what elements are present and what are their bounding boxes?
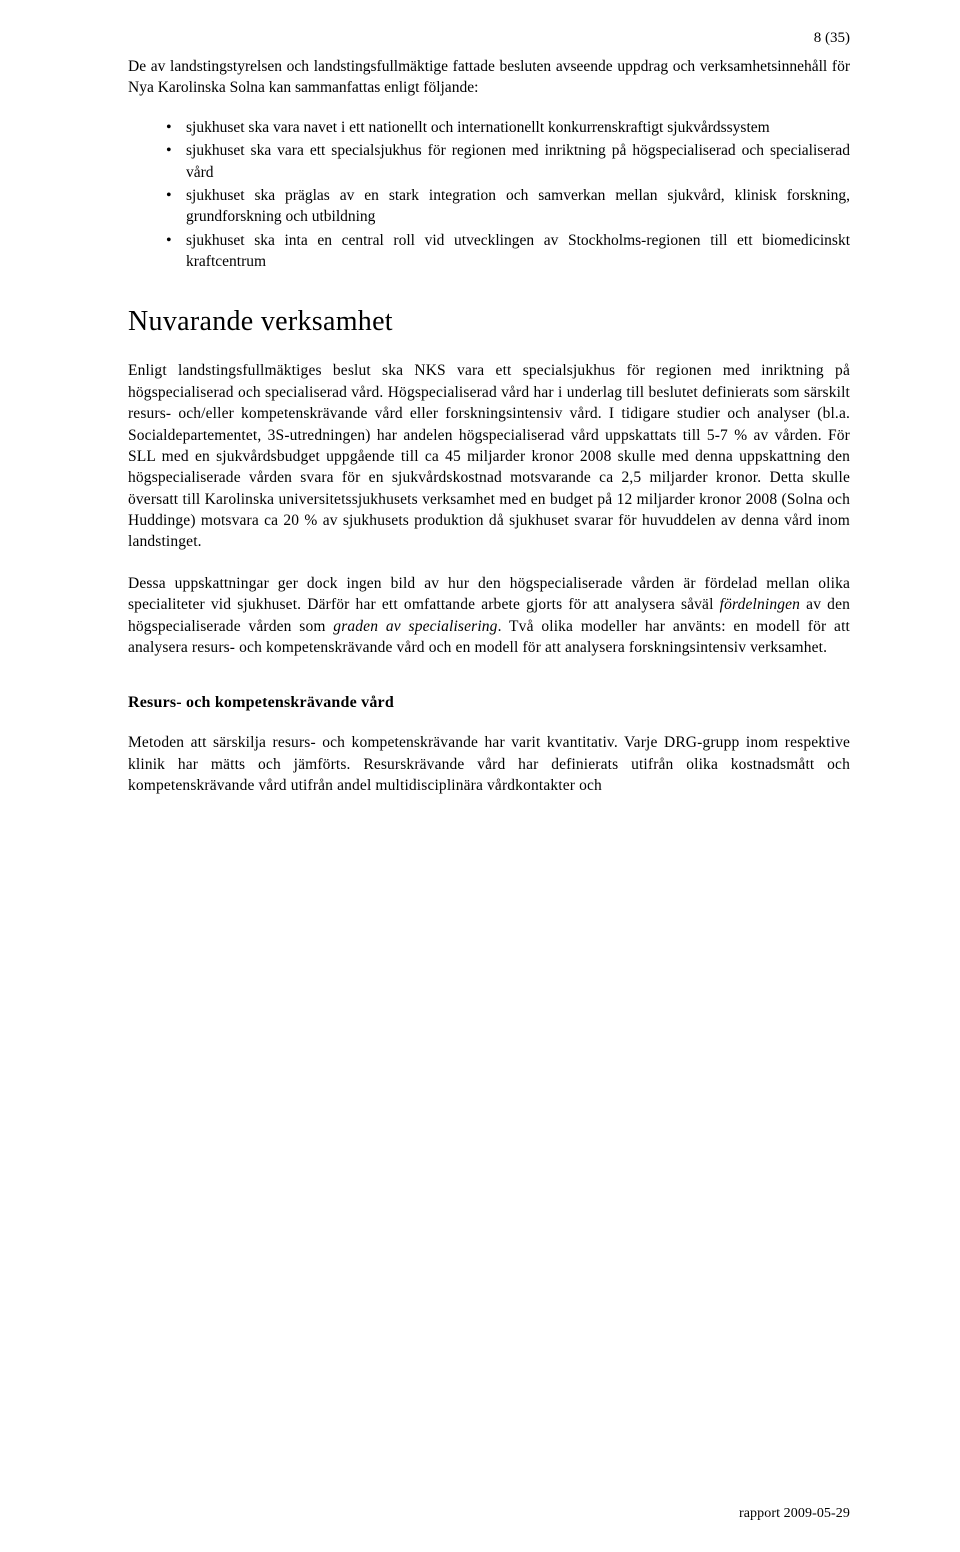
footer-text: rapport 2009-05-29 xyxy=(739,1506,850,1522)
body-paragraph-1: Enligt landstingsfullmäktiges beslut ska… xyxy=(128,360,850,552)
body-paragraph-3: Metoden att särskilja resurs- och kompet… xyxy=(128,732,850,796)
page-number: 8 (35) xyxy=(814,30,850,47)
intro-paragraph: De av landstingstyrelsen och landstingsf… xyxy=(128,56,850,99)
p2-italic-2: graden av specialisering xyxy=(333,618,497,635)
subheading: Resurs- och kompetenskrävande vård xyxy=(128,694,850,712)
list-item: sjukhuset ska inta en central roll vid u… xyxy=(166,230,850,273)
list-item: sjukhuset ska präglas av en stark integr… xyxy=(166,185,850,228)
bullet-list: sjukhuset ska vara navet i ett nationell… xyxy=(128,117,850,273)
list-item: sjukhuset ska vara navet i ett nationell… xyxy=(166,117,850,138)
p2-italic-1: fördelningen xyxy=(720,596,800,613)
section-title: Nuvarande verksamhet xyxy=(128,306,850,338)
list-item: sjukhuset ska vara ett specialsjukhus fö… xyxy=(166,140,850,183)
body-paragraph-2: Dessa uppskattningar ger dock ingen bild… xyxy=(128,573,850,659)
